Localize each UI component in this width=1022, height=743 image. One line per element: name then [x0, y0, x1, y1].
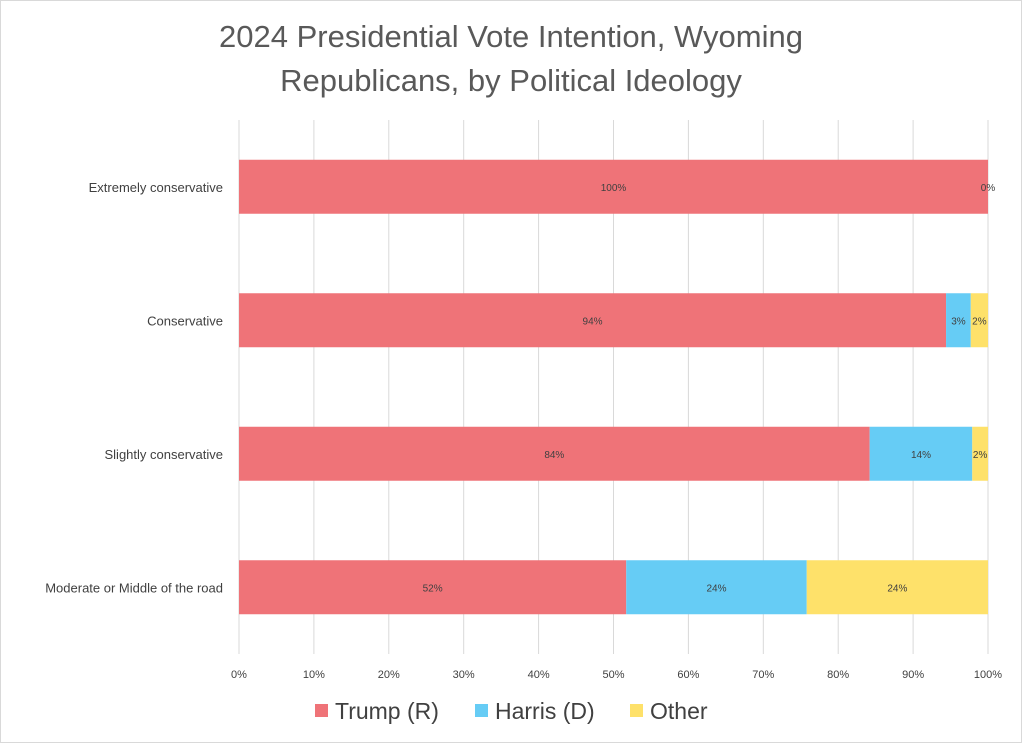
data-labels: 100% 0% 94% 3% 2% 84% 14% 2% 52% 24% 24% [423, 183, 996, 595]
legend-label: Trump (R) [335, 698, 439, 724]
bar-segment [869, 426, 973, 481]
x-tick-label: 20% [378, 669, 400, 681]
category-label: Extremely conservative [89, 180, 223, 195]
category-axis: Extremely conservative Conservative Slight… [45, 180, 223, 596]
legend-label: Harris (D) [495, 698, 595, 724]
bar-segment [972, 426, 988, 481]
bars [239, 159, 988, 615]
legend-swatch [630, 704, 643, 717]
x-tick-label: 90% [902, 669, 924, 681]
bar-segment [626, 560, 807, 615]
value-axis: 0% 10% 20% 30% 40% 50% 60% 70% 80% 90% 100% [231, 669, 1002, 681]
x-tick-label: 40% [528, 669, 550, 681]
data-label: 24% [706, 583, 726, 594]
chart-title-line-1: 2024 Presidential Vote Intention, Wyomin… [219, 19, 803, 54]
legend-swatch [475, 704, 488, 717]
x-tick-label: 30% [453, 669, 475, 681]
category-label: Moderate or Middle of the road [45, 580, 223, 595]
legend-item[interactable]: Harris (D) [475, 698, 595, 724]
legend[interactable]: Trump (R) Harris (D) Other [315, 698, 708, 724]
x-tick-label: 60% [677, 669, 699, 681]
legend-item[interactable]: Other [630, 698, 708, 724]
data-label: 2% [972, 316, 987, 327]
data-label: 3% [951, 316, 966, 327]
data-label: 94% [583, 316, 603, 327]
data-label: 100% [601, 183, 627, 194]
chart-title-line-2: Republicans, by Political Ideology [280, 63, 742, 98]
x-tick-label: 10% [303, 669, 325, 681]
legend-item[interactable]: Trump (R) [315, 698, 439, 724]
data-label: 52% [423, 583, 443, 594]
bar-segment [970, 293, 988, 348]
bar-segment [239, 426, 870, 481]
data-label: 84% [544, 450, 564, 461]
bar-segment [239, 159, 988, 214]
legend-label: Other [650, 698, 708, 724]
bar-segment [239, 560, 627, 615]
data-label: 0% [981, 183, 996, 194]
bar-segment [946, 293, 971, 348]
x-tick-label: 50% [602, 669, 624, 681]
data-label: 2% [973, 450, 988, 461]
x-tick-label: 70% [752, 669, 774, 681]
data-label: 14% [911, 450, 931, 461]
x-tick-label: 80% [827, 669, 849, 681]
bar-segment [239, 293, 947, 348]
bar-segment [806, 560, 988, 615]
category-label: Slightly conservative [105, 447, 224, 462]
category-label: Conservative [147, 313, 223, 328]
x-tick-label: 100% [974, 669, 1002, 681]
data-label: 24% [887, 583, 907, 594]
x-tick-label: 0% [231, 669, 247, 681]
legend-swatch [315, 704, 328, 717]
